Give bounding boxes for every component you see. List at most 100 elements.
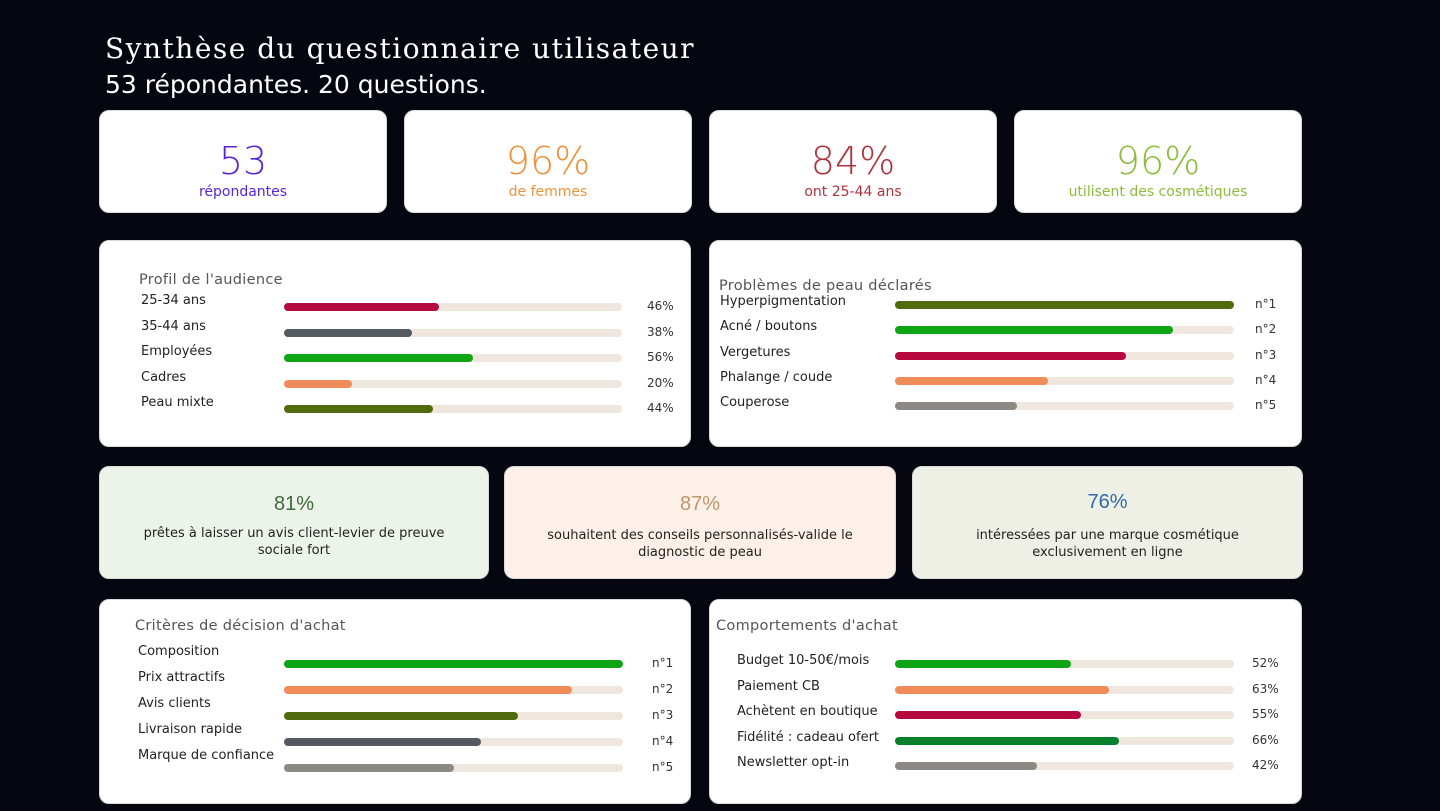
progress-fill — [284, 738, 481, 746]
row-value: n°4 — [1255, 372, 1277, 387]
row-value: n°1 — [652, 656, 674, 670]
stat-label: de femmes — [508, 184, 588, 200]
row-label: Budget 10-50€/mois — [737, 653, 870, 668]
row-value: 55% — [1252, 707, 1279, 721]
row-label: Paiement CB — [737, 678, 820, 694]
insight-text: souhaitent des conseils personnalisés-va… — [547, 528, 853, 560]
skin-problems-panel: Problèmes de peau déclarés Hyperpigmenta… — [709, 240, 1302, 447]
progress-track — [895, 402, 1234, 411]
progress-fill — [895, 402, 1018, 411]
row-value: n°2 — [1255, 322, 1277, 337]
panel-title: Profil de l'audience — [139, 272, 283, 288]
row-value: 38% — [647, 324, 674, 339]
row-value: 46% — [647, 299, 674, 313]
insight-card-online: 76% intéressées par une marque cosmétiqu… — [912, 466, 1303, 579]
insight-value: 76% — [1087, 491, 1128, 513]
progress-track — [284, 738, 623, 746]
progress-fill — [895, 736, 1119, 745]
stat-value: 84% — [810, 139, 896, 183]
progress-fill — [284, 405, 433, 413]
row-label: 35-44 ans — [141, 318, 206, 334]
row-value: 66% — [1252, 732, 1279, 747]
row-label: Acné / boutons — [720, 319, 818, 335]
row-label: Achètent en boutique — [737, 704, 878, 719]
progress-fill — [895, 762, 1038, 770]
row-label: Couperose — [720, 395, 790, 411]
row-label: Avis clients — [138, 696, 211, 711]
stat-card-age: 84% ont 25-44 ans — [709, 110, 997, 213]
progress-fill — [284, 660, 623, 668]
purchase-behavior-panel: Comportements d'achat Budget 10-50€/mois… — [709, 599, 1302, 804]
panel-title: Comportements d'achat — [716, 618, 898, 634]
row-label: Cadres — [141, 369, 187, 385]
stat-card-cosmetics: 96% utilisent des cosmétiques — [1014, 110, 1302, 213]
row-value: n°5 — [1255, 398, 1277, 413]
progress-fill — [895, 660, 1072, 668]
progress-track — [895, 762, 1234, 770]
insight-text: prêtes à laisser un avis client-levier d… — [143, 526, 445, 558]
row-value: n°5 — [652, 760, 674, 774]
audience-panel: Profil de l'audience 25-34 ans 46% 35-44 a… — [99, 240, 691, 447]
row-value: 63% — [1252, 681, 1279, 696]
purchase-criteria-panel: Critères de décision d'achat Composition… — [99, 599, 691, 804]
row-label: Hyperpigmentation — [720, 294, 847, 309]
page-subtitle: 53 répondantes. 20 questions. — [105, 70, 487, 99]
row-value: n°3 — [1255, 347, 1277, 362]
progress-fill — [895, 685, 1109, 694]
row-value: n°1 — [1255, 297, 1277, 311]
progress-track — [284, 379, 622, 388]
progress-fill — [895, 326, 1173, 335]
row-label: 25-34 ans — [141, 293, 206, 308]
row-value: n°3 — [652, 708, 674, 722]
insight-card-advice: 87% souhaitent des conseils personnalisé… — [504, 466, 896, 579]
row-value: 42% — [1252, 758, 1279, 772]
progress-track — [284, 686, 623, 694]
progress-track — [895, 376, 1234, 385]
progress-fill — [284, 328, 413, 337]
stat-label: ont 25-44 ans — [804, 184, 902, 200]
row-value: n°2 — [652, 682, 674, 696]
progress-track — [284, 712, 623, 720]
row-label: Prix attractifs — [138, 670, 226, 685]
row-label: Fidélité : cadeau ofert — [737, 729, 880, 745]
progress-fill — [895, 711, 1082, 719]
progress-track — [895, 660, 1234, 668]
progress-track — [284, 405, 622, 413]
row-label: Marque de confiance — [138, 748, 275, 763]
insight-card-reviews: 81% prêtes à laisser un avis client-levi… — [99, 466, 489, 579]
row-label: Composition — [138, 644, 220, 659]
row-label: Newsletter opt-in — [737, 755, 850, 770]
progress-track — [895, 351, 1234, 360]
stat-label: utilisent des cosmétiques — [1068, 184, 1248, 200]
progress-fill — [284, 686, 573, 694]
row-label: Livraison rapide — [138, 722, 242, 737]
row-label: Vergetures — [720, 344, 791, 360]
progress-track — [284, 660, 623, 668]
progress-track — [284, 354, 622, 362]
stat-value: 96% — [1115, 139, 1201, 183]
stat-card-respondents: 53 répondantes — [99, 110, 387, 213]
progress-track — [895, 301, 1234, 309]
row-label: Phalange / coude — [720, 369, 833, 385]
stat-card-women: 96% de femmes — [404, 110, 692, 213]
progress-fill — [895, 351, 1126, 360]
page-title: Synthèse du questionnaire utilisateur — [105, 32, 696, 65]
panel-title: Critères de décision d'achat — [135, 618, 346, 634]
progress-track — [895, 736, 1234, 745]
stat-label: répondantes — [198, 184, 288, 200]
stat-value: 96% — [505, 139, 591, 183]
progress-fill — [284, 712, 518, 720]
insight-value: 87% — [679, 493, 721, 515]
progress-track — [895, 326, 1234, 335]
panel-title: Problèmes de peau déclarés — [719, 278, 932, 294]
progress-fill — [284, 764, 454, 772]
progress-fill — [284, 379, 352, 388]
row-value: 56% — [647, 350, 674, 364]
row-value: 52% — [1252, 656, 1279, 670]
progress-fill — [895, 376, 1048, 385]
insight-text: intéressées par une marque cosmétique ex… — [976, 528, 1239, 560]
progress-track — [895, 685, 1234, 694]
progress-track — [284, 328, 622, 337]
progress-fill — [895, 301, 1234, 309]
progress-fill — [284, 354, 474, 362]
